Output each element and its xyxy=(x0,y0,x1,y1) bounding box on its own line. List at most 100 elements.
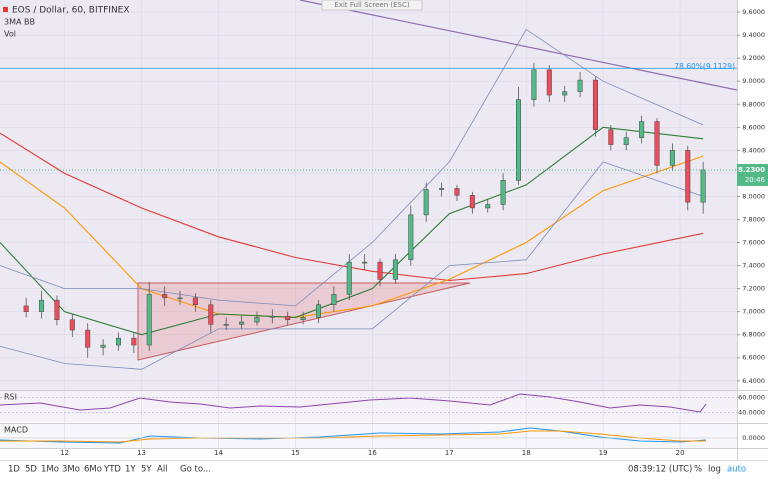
candle-body xyxy=(100,344,106,348)
goto-button[interactable]: Go to... xyxy=(180,465,211,475)
candle-body xyxy=(254,317,260,323)
rsi-tick-label: 40.0000 xyxy=(738,408,765,416)
candle-body xyxy=(146,294,152,346)
candle-body xyxy=(177,297,183,300)
rsi-line xyxy=(0,393,707,413)
main-pane xyxy=(0,0,737,390)
last-price-label: 8.2300 xyxy=(738,166,765,174)
volume-label: Vol xyxy=(4,30,16,39)
range-button[interactable]: 5Y xyxy=(141,465,152,475)
grid xyxy=(0,0,737,448)
y-tick-label: 7.4000 xyxy=(742,262,765,270)
clock: 08:39:12 (UTC) xyxy=(628,465,692,475)
x-tick-label: 12 xyxy=(60,449,69,457)
candle-body xyxy=(685,150,691,203)
rsi-tick-label: 60.0000 xyxy=(738,394,765,402)
candle-body xyxy=(639,121,645,138)
x-tick-label: 14 xyxy=(214,449,223,457)
y-tick-label: 7.6000 xyxy=(742,239,765,247)
range-button[interactable]: YTD xyxy=(103,465,121,475)
macd-tick-label: 0.0000 xyxy=(742,434,765,442)
y-tick-label: 6.4000 xyxy=(742,377,765,385)
range-button[interactable]: 5D xyxy=(25,465,37,475)
candle-body xyxy=(331,294,337,305)
candle-body xyxy=(115,337,121,346)
candle-body xyxy=(485,204,491,209)
candle-body xyxy=(315,304,321,318)
range-button[interactable]: 1D xyxy=(8,465,20,475)
indicator-line xyxy=(0,28,704,307)
candle-body xyxy=(131,337,137,346)
y-tick-label: 7.0000 xyxy=(742,308,765,316)
rsi-pane xyxy=(0,391,737,422)
candle-body xyxy=(285,316,291,320)
candle-body xyxy=(346,261,352,295)
y-tick-label: 6.6000 xyxy=(742,354,765,362)
candle-body xyxy=(423,189,429,216)
range-button[interactable]: All xyxy=(157,465,168,475)
candle-body xyxy=(362,261,368,264)
last-price-box xyxy=(737,163,768,186)
candle-body xyxy=(223,324,229,326)
candle-body xyxy=(23,305,29,312)
x-tick-label: 15 xyxy=(291,449,300,457)
candle-body xyxy=(392,259,398,280)
y-tick-label: 9.0000 xyxy=(742,77,765,85)
countdown: 20:46 xyxy=(745,176,766,184)
range-button[interactable]: 3Mo xyxy=(62,465,80,475)
y-tick-label: 8.6000 xyxy=(742,123,765,131)
macd-line xyxy=(0,427,707,444)
y-tick-label: 9.4000 xyxy=(742,31,765,39)
x-tick-label: 13 xyxy=(137,449,146,457)
candle-body xyxy=(85,329,91,348)
candle-body xyxy=(408,214,414,261)
candle-body xyxy=(592,79,598,130)
symbol-icon xyxy=(3,7,8,12)
y-tick-label: 7.8000 xyxy=(742,215,765,223)
exit-button-label[interactable]: Exit Full Screen (ESC) xyxy=(334,1,409,9)
candle-body xyxy=(208,304,214,325)
rsi-label: RSI xyxy=(4,393,17,402)
y-tick-label: 9.6000 xyxy=(742,8,765,16)
candle-body xyxy=(531,69,537,100)
percent-toggle[interactable]: % xyxy=(694,465,702,475)
candle-body xyxy=(562,91,568,96)
fib-label: 78.60%(9.1129) xyxy=(674,62,735,71)
candle-body xyxy=(39,299,45,312)
x-tick-label: 17 xyxy=(445,449,454,457)
exit-button[interactable] xyxy=(321,0,423,11)
log-toggle[interactable]: log xyxy=(708,465,721,475)
signal-line xyxy=(0,430,706,443)
auto-toggle[interactable]: auto xyxy=(727,465,746,475)
candle-body xyxy=(192,297,198,305)
range-button[interactable]: 6Mo xyxy=(84,465,102,475)
macd-label: MACD xyxy=(4,426,28,435)
candle-body xyxy=(669,150,675,166)
candle-body xyxy=(654,121,660,166)
y-tick-label: 9.2000 xyxy=(742,54,765,62)
trend-line xyxy=(299,0,738,91)
x-tick-label: 18 xyxy=(522,449,531,457)
candle-body xyxy=(439,188,445,190)
candle-body xyxy=(454,188,460,196)
y-tick-label: 8.8000 xyxy=(742,100,765,108)
indicator-line xyxy=(0,132,704,282)
chart-title: EOS / Dollar, 60, BITFINEX xyxy=(12,6,130,16)
indicator-line xyxy=(0,161,704,370)
candle-body xyxy=(377,261,383,280)
range-button[interactable]: 1Mo xyxy=(41,465,59,475)
x-tick-label: 20 xyxy=(676,449,685,457)
candle-body xyxy=(700,169,706,203)
range-button[interactable]: 1Y xyxy=(125,465,136,475)
toolbar: 1D 5D 1Mo 3Mo 6Mo YTD 1Y 5Y All xyxy=(8,465,168,475)
candle-body xyxy=(239,321,245,325)
indicator-label: 3MA BB xyxy=(4,18,35,27)
candle-body xyxy=(608,129,614,145)
candles xyxy=(23,62,706,358)
y-tick-label: 7.2000 xyxy=(742,285,765,293)
x-tick-label: 16 xyxy=(368,449,377,457)
candle-body xyxy=(623,137,629,145)
pattern-drawing xyxy=(137,282,471,361)
candle-body xyxy=(162,294,168,299)
